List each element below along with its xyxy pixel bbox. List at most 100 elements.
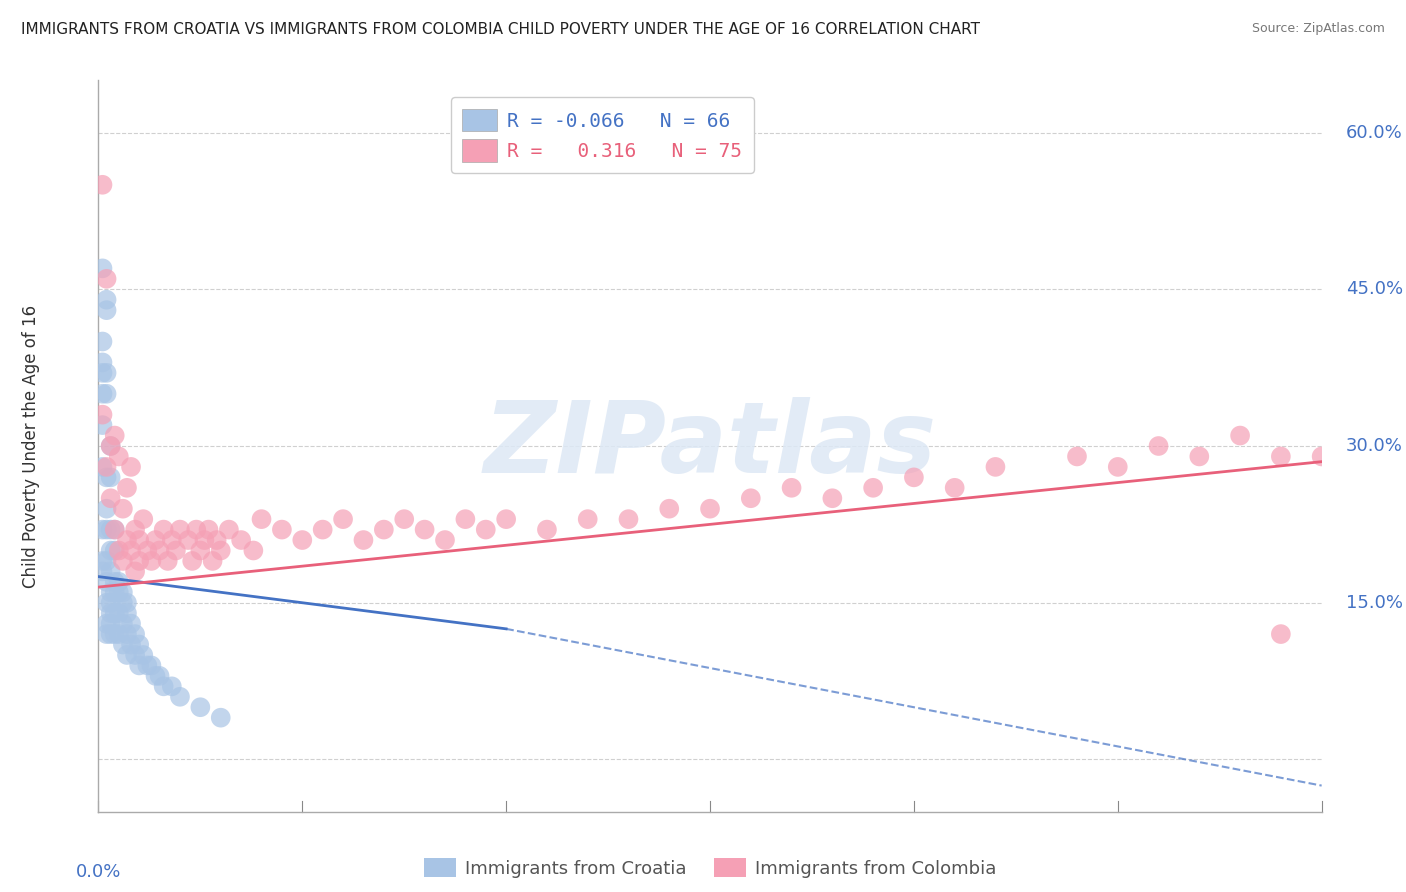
Point [100, 491, 122, 506]
Point [120, 543, 142, 558]
Point [291, 533, 314, 547]
Point [352, 533, 374, 547]
Point [188, 543, 212, 558]
Point [111, 585, 134, 599]
Point [141, 658, 163, 673]
Point [156, 554, 179, 568]
Point [617, 512, 640, 526]
Text: 45.0%: 45.0% [1346, 280, 1403, 298]
Point [115, 533, 138, 547]
Point [231, 533, 253, 547]
Point [96, 366, 118, 380]
Point [100, 543, 122, 558]
Point [100, 585, 122, 599]
Point [96, 523, 118, 537]
Point [91, 523, 114, 537]
Point [165, 543, 187, 558]
Point [1066, 450, 1088, 464]
Point [149, 543, 172, 558]
Point [197, 523, 219, 537]
Point [111, 501, 134, 516]
Point [91, 386, 114, 401]
Point [780, 481, 803, 495]
Point [1310, 450, 1333, 464]
Point [1229, 428, 1251, 442]
Point [115, 648, 138, 662]
Point [1270, 627, 1292, 641]
Point [91, 554, 114, 568]
Point [332, 512, 354, 526]
Point [177, 533, 200, 547]
Point [943, 481, 966, 495]
Point [120, 638, 142, 652]
Point [128, 658, 150, 673]
Point [188, 700, 212, 714]
Point [160, 679, 183, 693]
Point [96, 303, 118, 318]
Point [474, 523, 498, 537]
Point [434, 533, 457, 547]
Point [104, 543, 127, 558]
Point [91, 366, 114, 380]
Point [903, 470, 925, 484]
Point [108, 585, 131, 599]
Point [111, 638, 134, 652]
Point [373, 523, 395, 537]
Point [181, 554, 204, 568]
Point [862, 481, 884, 495]
Point [250, 512, 273, 526]
Point [124, 565, 146, 579]
Point [91, 418, 114, 433]
Point [201, 554, 224, 568]
Point [984, 459, 1007, 474]
Point [120, 459, 142, 474]
Point [96, 459, 118, 474]
Text: 15.0%: 15.0% [1346, 594, 1403, 612]
Point [149, 669, 172, 683]
Point [100, 627, 122, 641]
Point [104, 428, 127, 442]
Point [193, 533, 215, 547]
Point [104, 606, 127, 620]
Point [209, 543, 232, 558]
Point [120, 616, 142, 631]
Text: Child Poverty Under the Age of 16: Child Poverty Under the Age of 16 [22, 304, 41, 588]
Text: 30.0%: 30.0% [1346, 437, 1403, 455]
Legend: Immigrants from Croatia, Immigrants from Colombia: Immigrants from Croatia, Immigrants from… [415, 849, 1005, 887]
Point [96, 272, 118, 286]
Point [100, 565, 122, 579]
Point [1270, 450, 1292, 464]
Point [699, 501, 721, 516]
Point [658, 501, 681, 516]
Point [108, 543, 131, 558]
Point [91, 355, 114, 369]
Point [91, 178, 114, 192]
Point [115, 627, 138, 641]
Point [108, 450, 131, 464]
Point [169, 690, 191, 704]
Point [100, 470, 122, 484]
Point [152, 523, 174, 537]
Point [392, 512, 416, 526]
Point [115, 596, 138, 610]
Point [124, 648, 146, 662]
Point [96, 554, 118, 568]
Point [218, 523, 240, 537]
Point [454, 512, 477, 526]
Point [1188, 450, 1211, 464]
Point [1147, 439, 1170, 453]
Point [111, 554, 134, 568]
Point [576, 512, 599, 526]
Point [104, 523, 127, 537]
Point [96, 293, 118, 307]
Point [152, 679, 174, 693]
Point [91, 459, 114, 474]
Point [96, 470, 118, 484]
Point [100, 439, 122, 453]
Point [100, 596, 122, 610]
Point [169, 523, 191, 537]
Point [115, 481, 138, 495]
Point [205, 533, 228, 547]
Point [91, 261, 114, 276]
Point [740, 491, 762, 506]
